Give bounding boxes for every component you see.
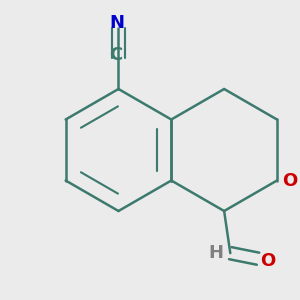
Text: O: O [260,252,275,270]
Text: H: H [208,244,223,262]
Text: O: O [282,172,297,190]
Text: C: C [110,46,123,64]
Text: N: N [110,14,125,32]
